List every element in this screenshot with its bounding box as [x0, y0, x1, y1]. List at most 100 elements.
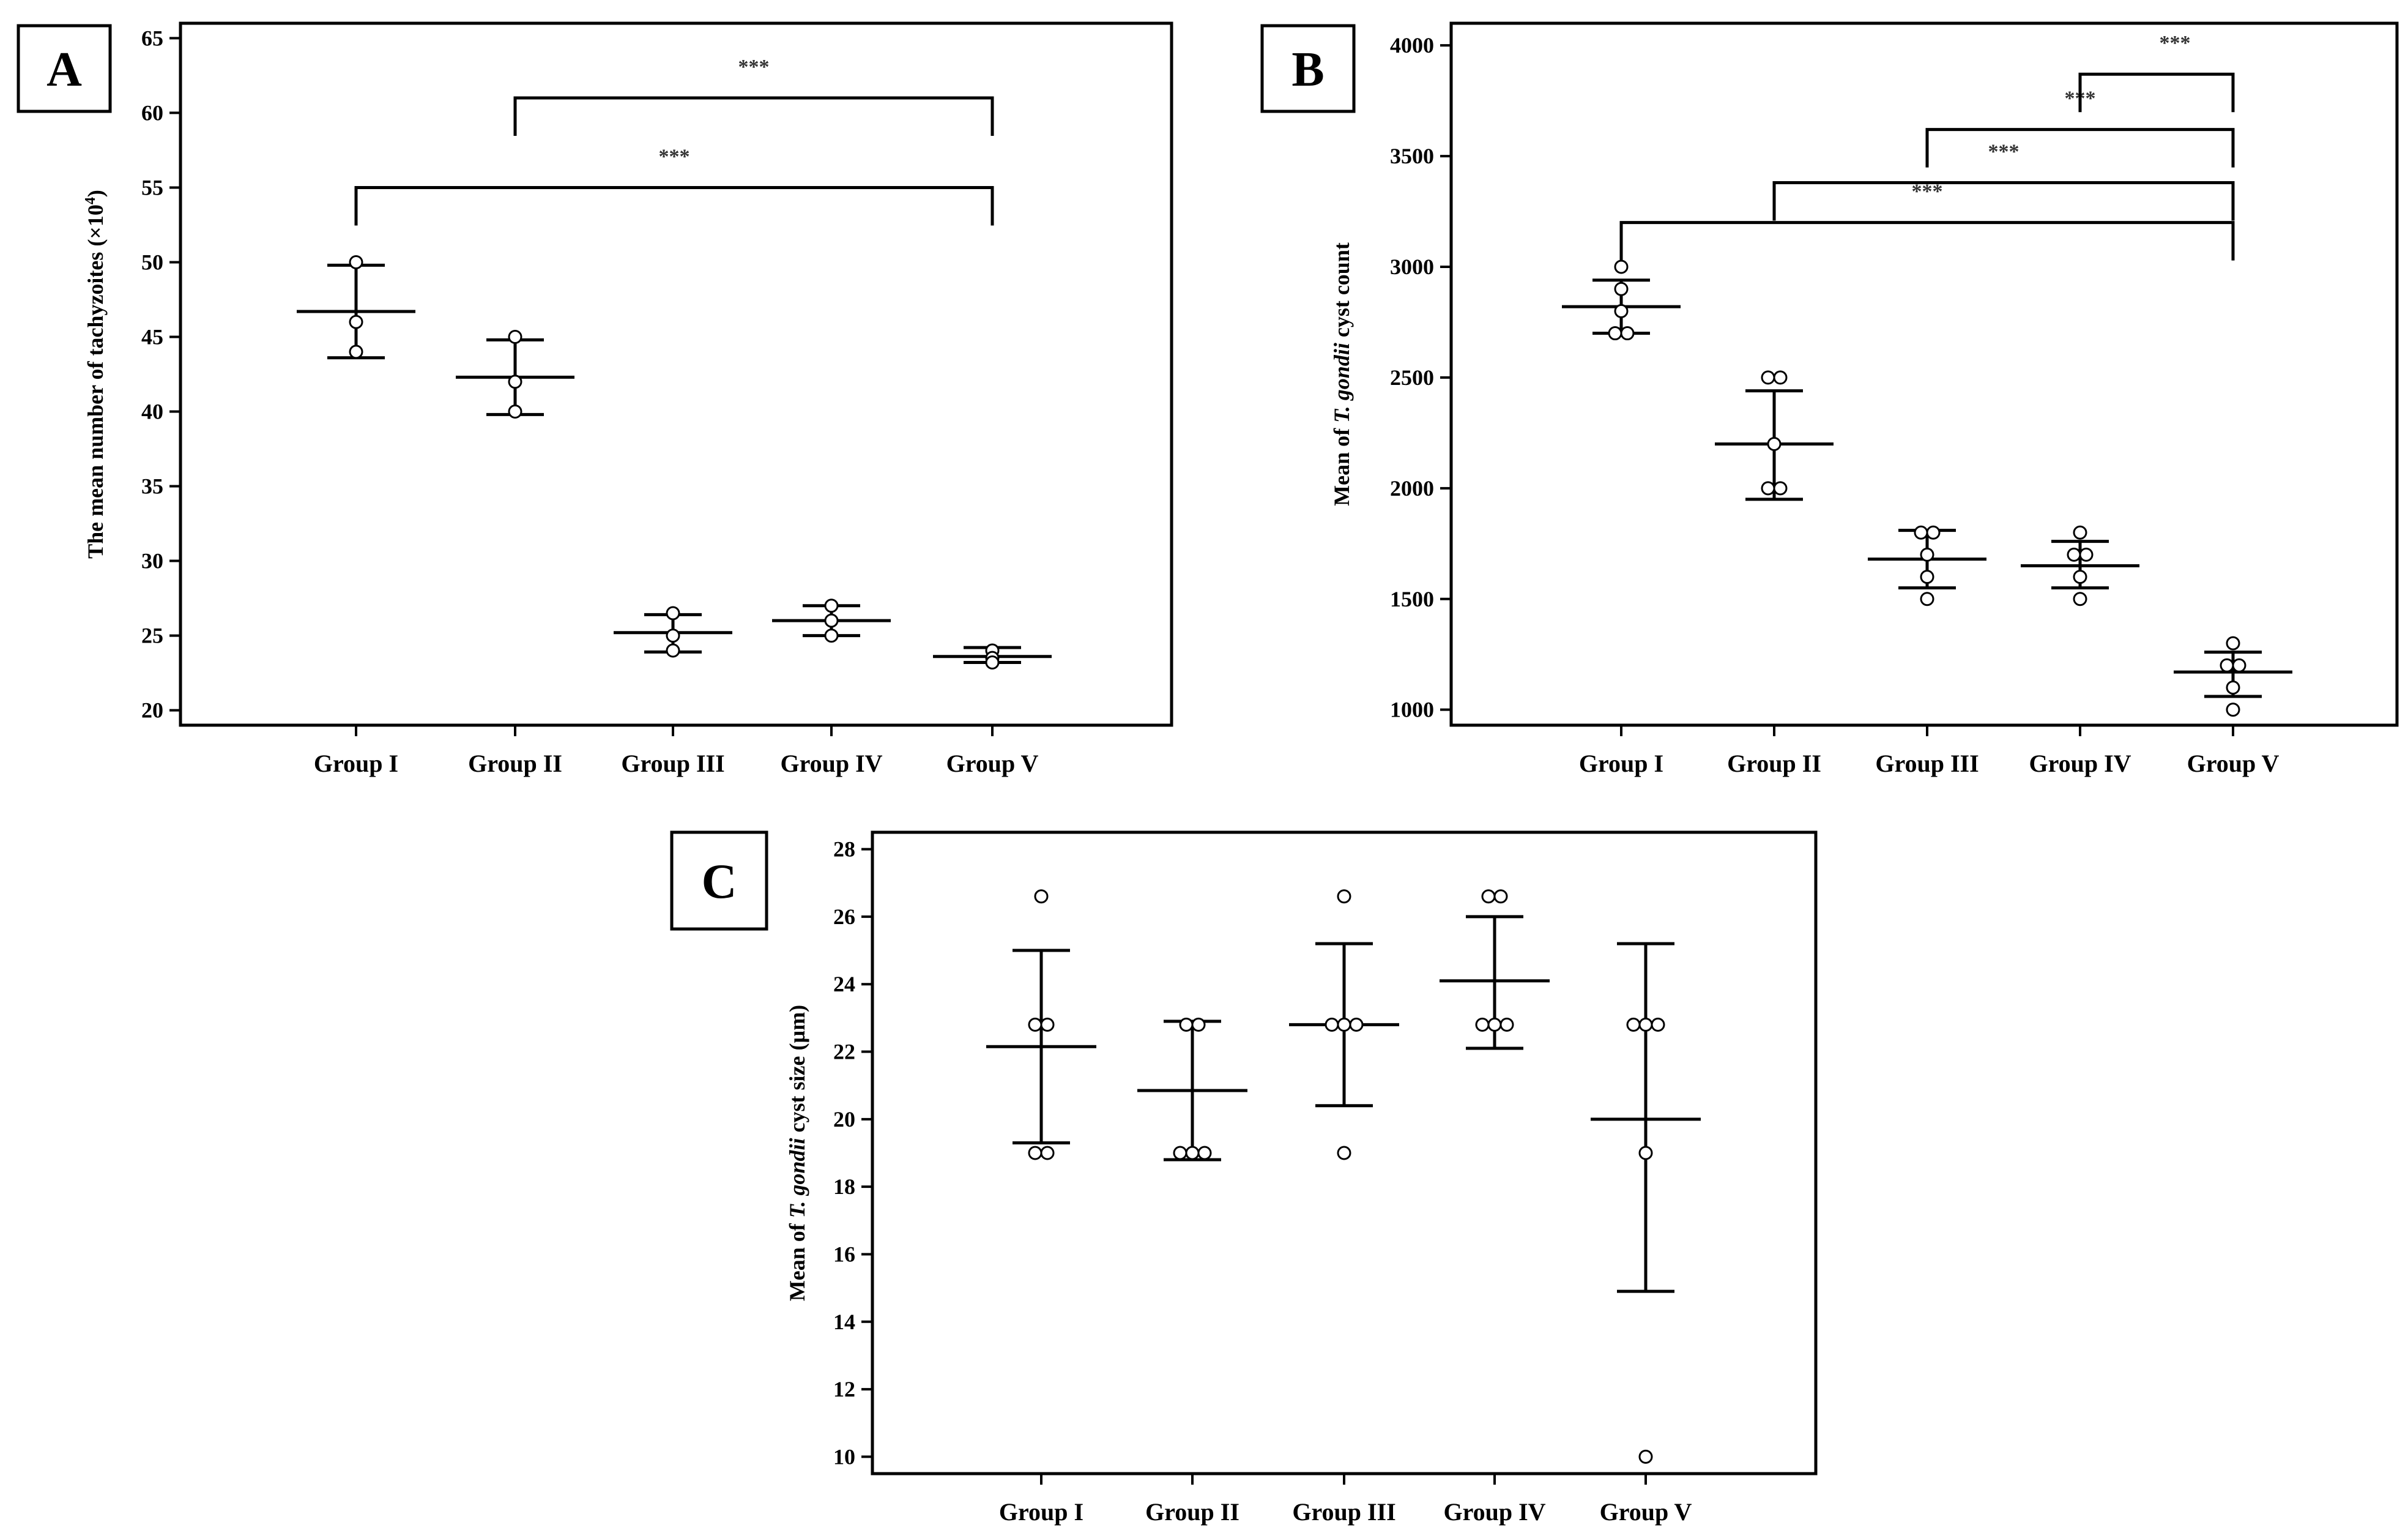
data-point: [2073, 525, 2087, 540]
data-point: [824, 599, 839, 613]
series-group-i: [986, 889, 1096, 1160]
series-group-iv: [2021, 525, 2139, 606]
x-category-label: Group IV: [1443, 1498, 1545, 1526]
data-point: [1481, 889, 1496, 904]
data-point: [985, 655, 1000, 670]
y-tick-label: 3000: [1390, 255, 1434, 279]
significance-label: ***: [738, 56, 770, 78]
data-point: [1651, 1017, 1665, 1032]
data-point: [1337, 1017, 1351, 1032]
panel-c: C 10 12 14 16 18 20 22 24 26 28 Group I Group II Grou…: [670, 830, 1818, 1526]
y-tick-label: 28: [833, 837, 855, 862]
panel-label-box: [17, 24, 112, 113]
y-tick-label: 20: [833, 1107, 855, 1132]
data-point: [1614, 304, 1629, 318]
data-point: [508, 405, 522, 419]
x-category-label: Group III: [1292, 1498, 1395, 1526]
data-point: [1028, 1146, 1042, 1160]
data-point: [508, 375, 522, 389]
y-tick-label: 1500: [1390, 587, 1434, 611]
significance-bracket: ***: [1772, 141, 2235, 221]
y-tick-label: 40: [141, 400, 163, 424]
data-point: [824, 628, 839, 643]
data-point: [2226, 703, 2240, 717]
data-point: [1191, 1017, 1206, 1032]
x-category-label: Group II: [468, 750, 562, 777]
data-point: [1197, 1146, 1212, 1160]
series-group-iii: [1868, 525, 1986, 606]
panel-label: B: [1291, 43, 1324, 97]
significance-label: ***: [1988, 141, 2020, 163]
y-tick-label: 26: [833, 905, 855, 929]
y-tick-label: 50: [141, 250, 163, 274]
significance-bracket: ***: [1619, 181, 2235, 261]
data-point: [349, 255, 363, 269]
data-point: [2079, 547, 2094, 562]
data-point: [1920, 570, 1934, 584]
data-point: [1638, 1146, 1653, 1160]
y-tick-label: 2500: [1390, 365, 1434, 390]
panel-label-box: [670, 830, 768, 931]
data-point: [1773, 370, 1788, 385]
x-category-label: Group III: [621, 750, 724, 777]
bracket-line: [2078, 72, 2235, 113]
data-point: [1920, 592, 1934, 606]
y-tick-label: 3500: [1390, 144, 1434, 168]
data-point: [1499, 1017, 1514, 1032]
data-point: [2226, 636, 2240, 651]
data-point: [1614, 282, 1629, 296]
data-point: [1914, 525, 1928, 540]
data-point: [2073, 592, 2087, 606]
data-point: [1626, 1017, 1641, 1032]
bracket-line: [1925, 128, 2235, 168]
significance-label: ***: [2160, 32, 2191, 54]
y-tick-label: 18: [833, 1174, 855, 1199]
y-tick-label: 45: [141, 324, 163, 349]
data-point: [2232, 658, 2246, 673]
data-point: [2067, 547, 2081, 562]
plot-frame: [1449, 21, 2399, 727]
y-tick-label: 12: [833, 1377, 855, 1401]
data-point: [2220, 658, 2234, 673]
panel-a: A 20 25 30 35 40 45 50 55 60 65 Group I Group II Grou…: [17, 21, 1173, 777]
panel-label-box: [1260, 24, 1356, 113]
data-point: [349, 345, 363, 359]
series-group-ii: [1137, 1017, 1247, 1162]
x-category-label: Group V: [2187, 750, 2280, 777]
significance-bracket: ***: [354, 145, 994, 226]
data-point: [1028, 1017, 1042, 1032]
x-category-label: Group IV: [780, 750, 882, 777]
y-tick-label: 60: [141, 100, 163, 125]
data-point: [1337, 889, 1351, 904]
data-point: [824, 613, 839, 628]
series-group-iv: [1440, 889, 1550, 1050]
significance-bracket: ***: [2078, 32, 2235, 113]
series-group-iii: [614, 606, 732, 658]
data-point: [2073, 570, 2087, 584]
x-category-label: Group I: [1579, 750, 1663, 777]
x-category-label: Group III: [1875, 750, 1979, 777]
y-tick-label: 10: [833, 1444, 855, 1469]
y-tick-label: 4000: [1390, 33, 1434, 58]
data-point: [1767, 436, 1782, 451]
data-point: [1179, 1017, 1194, 1032]
x-category-label: Group I: [314, 750, 398, 777]
y-tick-label: 22: [833, 1040, 855, 1064]
x-category-label: Group I: [999, 1498, 1083, 1526]
bracket-line: [1619, 221, 2235, 261]
x-category-label: Group IV: [2029, 750, 2131, 777]
y-tick-label: 65: [141, 26, 163, 50]
bracket-line: [1772, 181, 2235, 221]
data-point: [1638, 1449, 1653, 1464]
series-group-v: [1591, 942, 1701, 1464]
y-tick-label: 24: [833, 972, 855, 996]
data-point: [1185, 1146, 1200, 1160]
data-point: [1926, 525, 1941, 540]
y-tick-label: 25: [141, 624, 163, 648]
data-point: [666, 606, 680, 621]
panel-b: B 1000 1500 2000 2500 3000 3500 4000 Group I Grou…: [1260, 21, 2399, 777]
series-group-v: [933, 643, 1052, 670]
bracket-line: [354, 185, 994, 226]
y-tick-label: 1000: [1390, 698, 1434, 722]
series-group-v: [2174, 636, 2292, 717]
